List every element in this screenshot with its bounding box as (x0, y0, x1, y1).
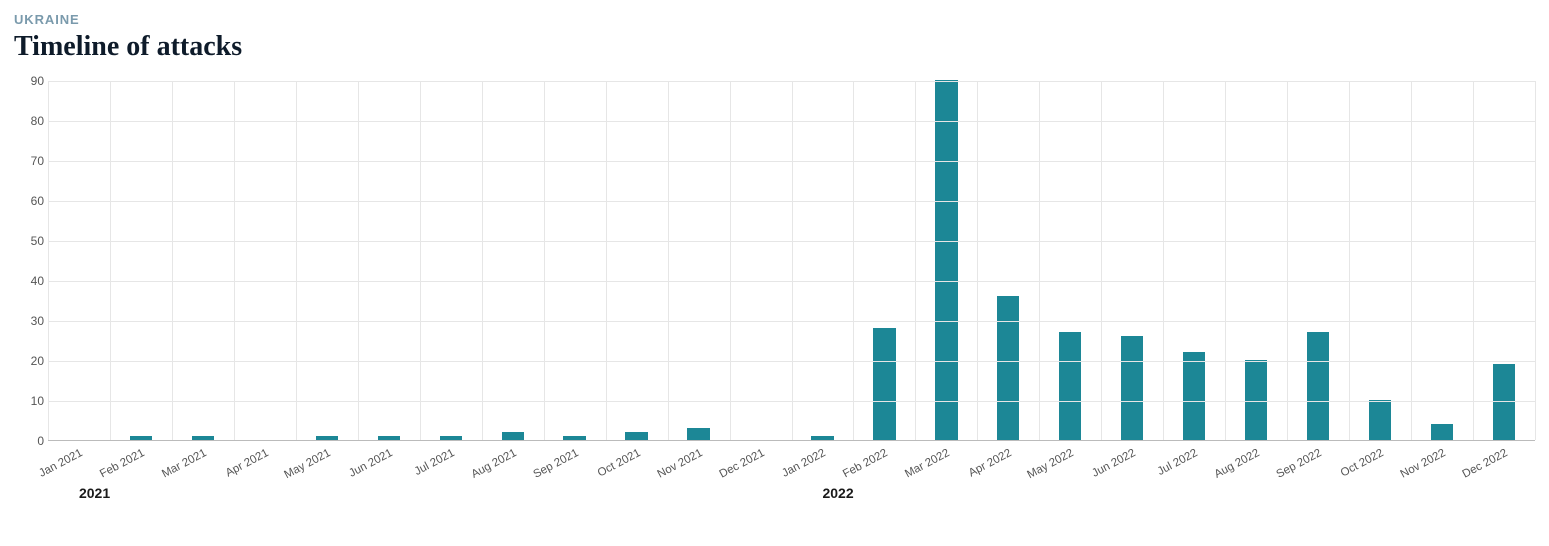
y-tick-label: 40 (31, 274, 44, 288)
gridline-vertical (668, 81, 669, 440)
chart-header: UKRAINE Timeline of attacks (14, 12, 1535, 63)
y-tick-label: 30 (31, 314, 44, 328)
gridline-vertical (792, 81, 793, 440)
x-tick-label: Jul 2021 (412, 447, 456, 478)
year-label: 2022 (822, 485, 853, 501)
x-tick-label: Jan 2021 (37, 447, 84, 480)
x-tick-label: Sep 2021 (531, 447, 580, 481)
gridline-vertical (730, 81, 731, 440)
x-tick-label: May 2022 (1026, 447, 1076, 481)
y-tick-label: 10 (31, 394, 44, 408)
bar (1369, 400, 1391, 440)
x-tick-label: Apr 2022 (967, 447, 1014, 480)
x-tick-label: Sep 2022 (1275, 447, 1324, 481)
x-axis-labels: Jan 2021Feb 2021Mar 2021Apr 2021May 2021… (48, 441, 1535, 485)
plot-area (48, 81, 1535, 441)
eyebrow-label: UKRAINE (14, 12, 1535, 27)
x-tick-label: Feb 2022 (842, 447, 891, 480)
y-tick-label: 60 (31, 194, 44, 208)
x-tick-label: Mar 2021 (160, 447, 209, 480)
y-tick-label: 20 (31, 354, 44, 368)
bar (316, 436, 338, 440)
x-tick-label: Nov 2022 (1399, 447, 1448, 481)
x-tick-label: Oct 2021 (595, 447, 642, 480)
gridline-vertical (420, 81, 421, 440)
timeline-bar-chart: 0102030405060708090 (14, 81, 1535, 441)
bar (192, 436, 214, 440)
gridline-vertical (482, 81, 483, 440)
bar (502, 432, 524, 440)
x-tick-label: Feb 2021 (98, 447, 147, 480)
bar (997, 296, 1019, 440)
x-tick-label: Aug 2022 (1213, 447, 1262, 481)
y-tick-label: 70 (31, 154, 44, 168)
year-label: 2021 (79, 485, 110, 501)
y-tick-label: 0 (37, 434, 44, 448)
x-tick-label: Nov 2021 (655, 447, 704, 481)
x-tick-label: Mar 2022 (903, 447, 952, 480)
gridline-vertical (606, 81, 607, 440)
chart-title: Timeline of attacks (14, 31, 1535, 63)
gridline-vertical (296, 81, 297, 440)
bar (1431, 424, 1453, 440)
x-tick-label: Oct 2022 (1339, 447, 1386, 480)
gridline-vertical (1535, 81, 1536, 440)
bar (440, 436, 462, 440)
bar (1183, 352, 1205, 440)
x-tick-label: Jan 2022 (781, 447, 828, 480)
x-tick-label: Dec 2022 (1461, 447, 1510, 481)
y-axis: 0102030405060708090 (14, 81, 48, 441)
gridline-vertical (1101, 81, 1102, 440)
gridline-vertical (234, 81, 235, 440)
bar (687, 428, 709, 440)
gridline-vertical (48, 81, 49, 440)
gridline-vertical (1039, 81, 1040, 440)
year-group-labels: 2021 2022 (48, 485, 1535, 505)
gridline-vertical (544, 81, 545, 440)
bar (130, 436, 152, 440)
bar (1059, 332, 1081, 440)
gridline-vertical (110, 81, 111, 440)
x-tick-label: Aug 2021 (469, 447, 518, 481)
x-tick-label: Jun 2022 (1090, 447, 1137, 480)
bar (625, 432, 647, 440)
gridline-vertical (853, 81, 854, 440)
x-tick-label: Dec 2021 (717, 447, 766, 481)
bar (811, 436, 833, 440)
bar (873, 328, 895, 440)
gridline-vertical (977, 81, 978, 440)
bar (1493, 364, 1515, 440)
y-tick-label: 50 (31, 234, 44, 248)
bar (378, 436, 400, 440)
gridline-vertical (1411, 81, 1412, 440)
gridline-vertical (1225, 81, 1226, 440)
gridline-vertical (1163, 81, 1164, 440)
bar (1121, 336, 1143, 440)
bar (563, 436, 585, 440)
x-tick-label: Apr 2021 (224, 447, 271, 480)
bar (1245, 360, 1267, 440)
x-tick-label: May 2021 (282, 447, 332, 481)
x-tick-label: Jul 2022 (1156, 447, 1200, 478)
y-tick-label: 90 (31, 74, 44, 88)
bar (1307, 332, 1329, 440)
gridline-vertical (915, 81, 916, 440)
gridline-vertical (1287, 81, 1288, 440)
gridline-vertical (1349, 81, 1350, 440)
y-tick-label: 80 (31, 114, 44, 128)
x-tick-label: Jun 2021 (347, 447, 394, 480)
bar (935, 80, 957, 440)
gridline-vertical (1473, 81, 1474, 440)
gridline-vertical (172, 81, 173, 440)
gridline-vertical (358, 81, 359, 440)
